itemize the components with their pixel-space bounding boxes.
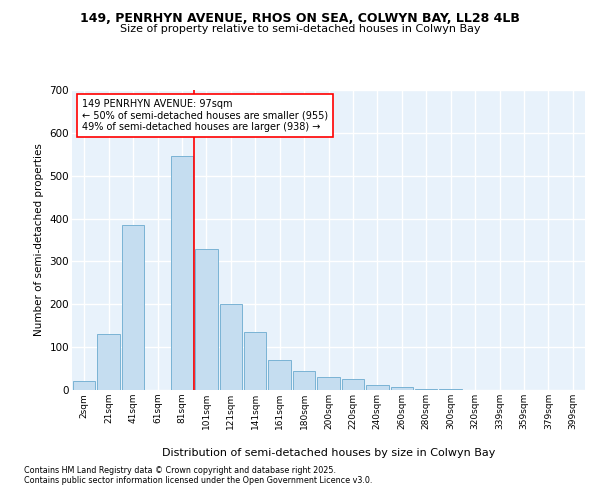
Bar: [366, 385, 389, 390]
Bar: [439, 389, 462, 390]
Bar: [122, 225, 145, 390]
Bar: [195, 248, 218, 390]
Text: 149, PENRHYN AVENUE, RHOS ON SEA, COLWYN BAY, LL28 4LB: 149, PENRHYN AVENUE, RHOS ON SEA, COLWYN…: [80, 12, 520, 26]
Text: Contains public sector information licensed under the Open Government Licence v3: Contains public sector information licen…: [24, 476, 373, 485]
Text: Size of property relative to semi-detached houses in Colwyn Bay: Size of property relative to semi-detach…: [119, 24, 481, 34]
Bar: [220, 304, 242, 390]
Bar: [244, 332, 266, 390]
Bar: [415, 389, 437, 390]
Bar: [391, 387, 413, 390]
Bar: [317, 377, 340, 390]
Text: Distribution of semi-detached houses by size in Colwyn Bay: Distribution of semi-detached houses by …: [162, 448, 496, 458]
Bar: [293, 370, 316, 390]
Bar: [170, 156, 193, 390]
Y-axis label: Number of semi-detached properties: Number of semi-detached properties: [34, 144, 44, 336]
Text: Contains HM Land Registry data © Crown copyright and database right 2025.: Contains HM Land Registry data © Crown c…: [24, 466, 336, 475]
Bar: [73, 382, 95, 390]
Bar: [268, 360, 291, 390]
Text: 149 PENRHYN AVENUE: 97sqm
← 50% of semi-detached houses are smaller (955)
49% of: 149 PENRHYN AVENUE: 97sqm ← 50% of semi-…: [82, 99, 328, 132]
Bar: [97, 334, 120, 390]
Bar: [341, 380, 364, 390]
